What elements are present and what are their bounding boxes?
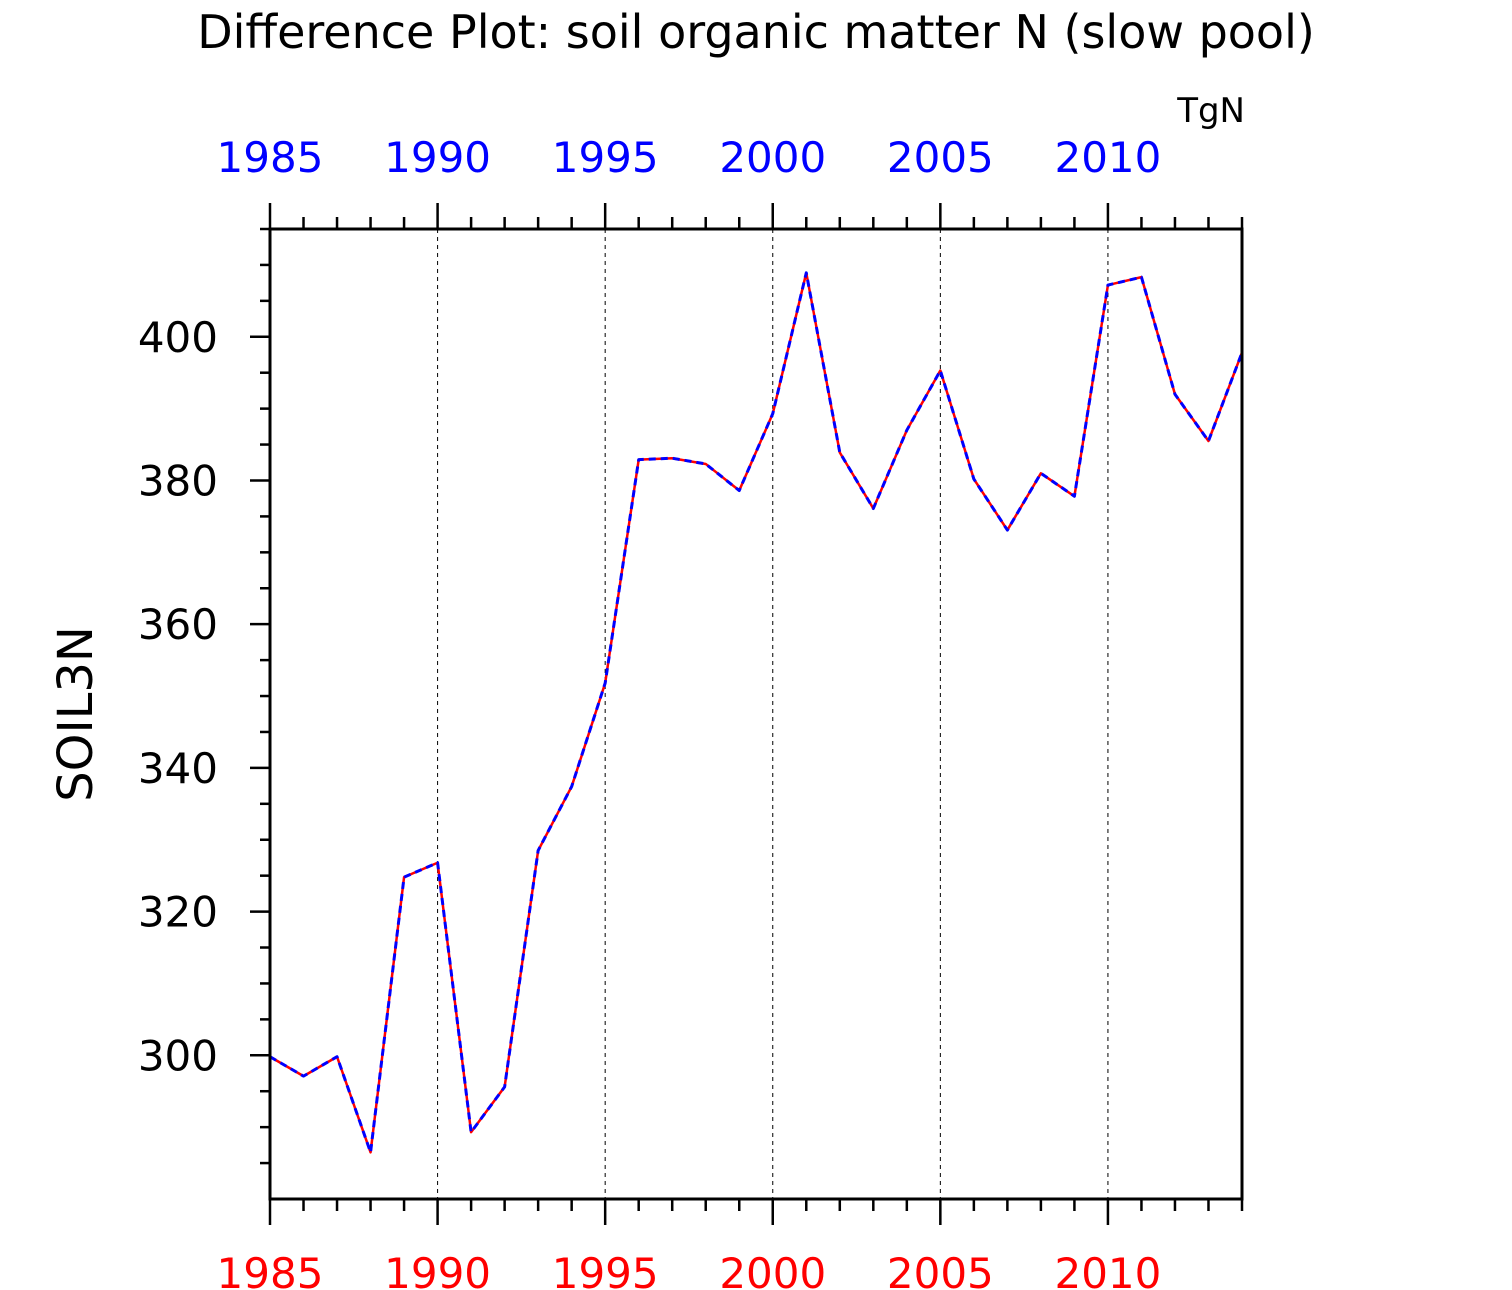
- axis-ticks: [250, 203, 1244, 1225]
- y-axis-label: SOIL3N: [48, 626, 104, 802]
- series-line-2: [269, 271, 1244, 1154]
- x-tick-label-top: 2005: [887, 133, 994, 182]
- x-tick-label-bottom: 1995: [552, 1249, 659, 1290]
- x-tick-label-bottom: 2010: [1054, 1249, 1161, 1290]
- x-tick-label-bottom: 1985: [217, 1249, 324, 1290]
- units-label: TgN: [1176, 91, 1245, 131]
- data-series: [269, 271, 1244, 1154]
- y-tick-label: 360: [138, 600, 218, 649]
- y-tick-label: 300: [138, 1031, 218, 1080]
- x-tick-label-bottom: 1990: [384, 1249, 491, 1290]
- x-tick-label-top: 2000: [719, 133, 826, 182]
- series-line-1: [269, 271, 1244, 1154]
- y-tick-label: 340: [138, 744, 218, 793]
- y-tick-label: 320: [138, 888, 218, 937]
- tick-labels: 1985 1985 1990 1990 1995 1995 2000 2000 2005 2005…: [138, 133, 1162, 1290]
- x-tick-label-top: 2010: [1054, 133, 1161, 182]
- x-tick-label-top: 1985: [217, 133, 324, 182]
- x-tick-label-top: 1995: [552, 133, 659, 182]
- y-tick-label: 400: [138, 313, 218, 362]
- x-tick-label-top: 1990: [384, 133, 491, 182]
- grid-lines: [437, 229, 1109, 1199]
- y-tick-label: 380: [138, 456, 218, 505]
- x-tick-label-bottom: 2000: [719, 1249, 826, 1290]
- plot-frame: [268, 227, 1244, 1201]
- chart-title: Difference Plot: soil organic matter N (…: [197, 5, 1315, 59]
- x-tick-label-bottom: 2005: [887, 1249, 994, 1290]
